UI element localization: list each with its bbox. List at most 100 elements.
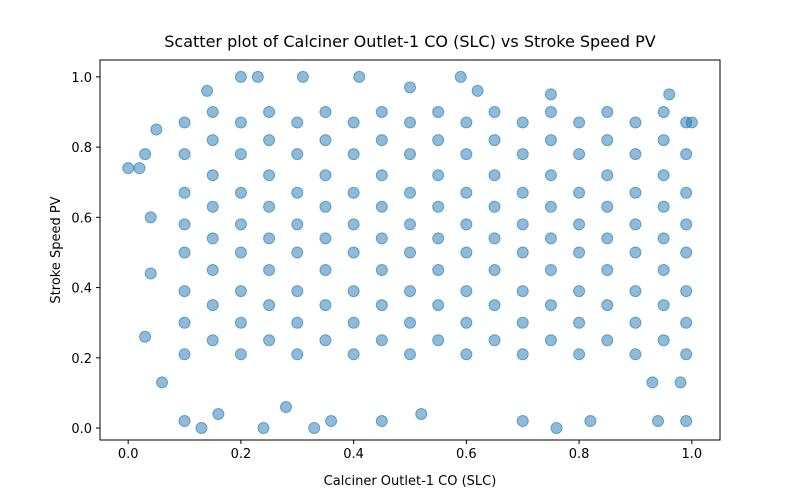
scatter-point [432, 105, 445, 118]
scatter-point [629, 246, 642, 259]
scatter-point [347, 116, 360, 129]
scatter-point [404, 116, 416, 129]
scatter-point [234, 316, 247, 329]
scatter-point [263, 264, 276, 277]
scatter-point [206, 232, 219, 245]
scatter-point [291, 285, 304, 298]
scatter-point [347, 246, 360, 259]
scatter-point [251, 70, 264, 83]
scatter-point [584, 415, 597, 428]
scatter-point [573, 186, 586, 199]
scatter-point [178, 148, 191, 161]
y-tick-label: 1.0 [71, 71, 92, 86]
scatter-point [291, 316, 304, 329]
scatter-point [375, 169, 388, 182]
scatter-point [375, 232, 388, 245]
scatter-point [263, 105, 276, 118]
scatter-point [601, 105, 614, 118]
scatter-point [150, 123, 163, 136]
scatter-point [347, 148, 360, 161]
scatter-point [415, 408, 428, 421]
scatter-point [460, 285, 473, 298]
y-tick-label: 0.4 [71, 282, 92, 297]
x-tick-label: 0.6 [456, 447, 477, 462]
scatter-point [657, 200, 670, 213]
scatter-point [178, 186, 191, 199]
scatter-point [680, 148, 693, 161]
scatter-point [573, 285, 586, 298]
scatter-point [432, 264, 445, 277]
scatter-point [375, 200, 388, 213]
scatter-point [544, 334, 557, 347]
scatter-point [404, 218, 416, 231]
scatter-point [263, 134, 276, 147]
scatter-point [195, 422, 208, 435]
scatter-point [291, 116, 304, 129]
scatter-point [680, 285, 693, 298]
scatter-point [680, 186, 693, 199]
y-tick-label: 0.6 [71, 211, 92, 226]
scatter-point [652, 415, 664, 428]
scatter-point [291, 218, 304, 231]
scatter-point [680, 246, 693, 259]
scatter-point [460, 148, 473, 161]
scatter-point [601, 264, 614, 277]
scatter-point [319, 105, 332, 118]
scatter-point [646, 376, 659, 389]
scatter-point [234, 148, 247, 161]
scatter-point [206, 105, 219, 118]
scatter-point [601, 200, 614, 213]
scatter-point [139, 330, 152, 343]
scatter-point [404, 81, 416, 94]
scatter-point [404, 348, 416, 361]
scatter-point [319, 169, 332, 182]
scatter-point [629, 218, 642, 231]
scatter-point [432, 134, 445, 147]
x-tick-label: 0.2 [231, 447, 252, 462]
x-tick-label: 0.8 [569, 447, 590, 462]
scatter-point [573, 246, 586, 259]
scatter-point [629, 348, 642, 361]
scatter-point [516, 316, 529, 329]
scatter-point [139, 148, 152, 161]
scatter-point [156, 376, 168, 389]
scatter-point [319, 334, 332, 347]
x-tick-label: 1.0 [681, 447, 702, 462]
scatter-point [308, 422, 321, 435]
scatter-point [544, 169, 557, 182]
scatter-point [432, 232, 445, 245]
scatter-point [178, 246, 191, 259]
scatter-point [544, 88, 557, 101]
scatter-point [685, 116, 698, 129]
scatter-point [680, 348, 693, 361]
scatter-point [601, 169, 614, 182]
scatter-point [657, 264, 670, 277]
scatter-point [680, 218, 693, 231]
scatter-point [460, 116, 473, 129]
scatter-point [347, 285, 360, 298]
scatter-point [178, 116, 191, 129]
scatter-point [234, 186, 247, 199]
scatter-point [347, 218, 360, 231]
scatter-point [516, 348, 529, 361]
scatter-point [144, 211, 157, 224]
scatter-point [133, 162, 146, 175]
plot-area [122, 70, 698, 435]
scatter-point [432, 299, 445, 312]
scatter-point [319, 134, 332, 147]
scatter-point [488, 105, 501, 118]
scatter-point [234, 218, 247, 231]
scatter-point [375, 334, 388, 347]
scatter-point [257, 422, 270, 435]
scatter-point [544, 200, 557, 213]
scatter-point [178, 218, 191, 231]
scatter-point [206, 169, 219, 182]
scatter-point [234, 246, 247, 259]
scatter-point [325, 415, 338, 428]
scatter-point [178, 348, 191, 361]
scatter-point [663, 88, 676, 101]
scatter-point [516, 415, 529, 428]
scatter-point [488, 232, 501, 245]
